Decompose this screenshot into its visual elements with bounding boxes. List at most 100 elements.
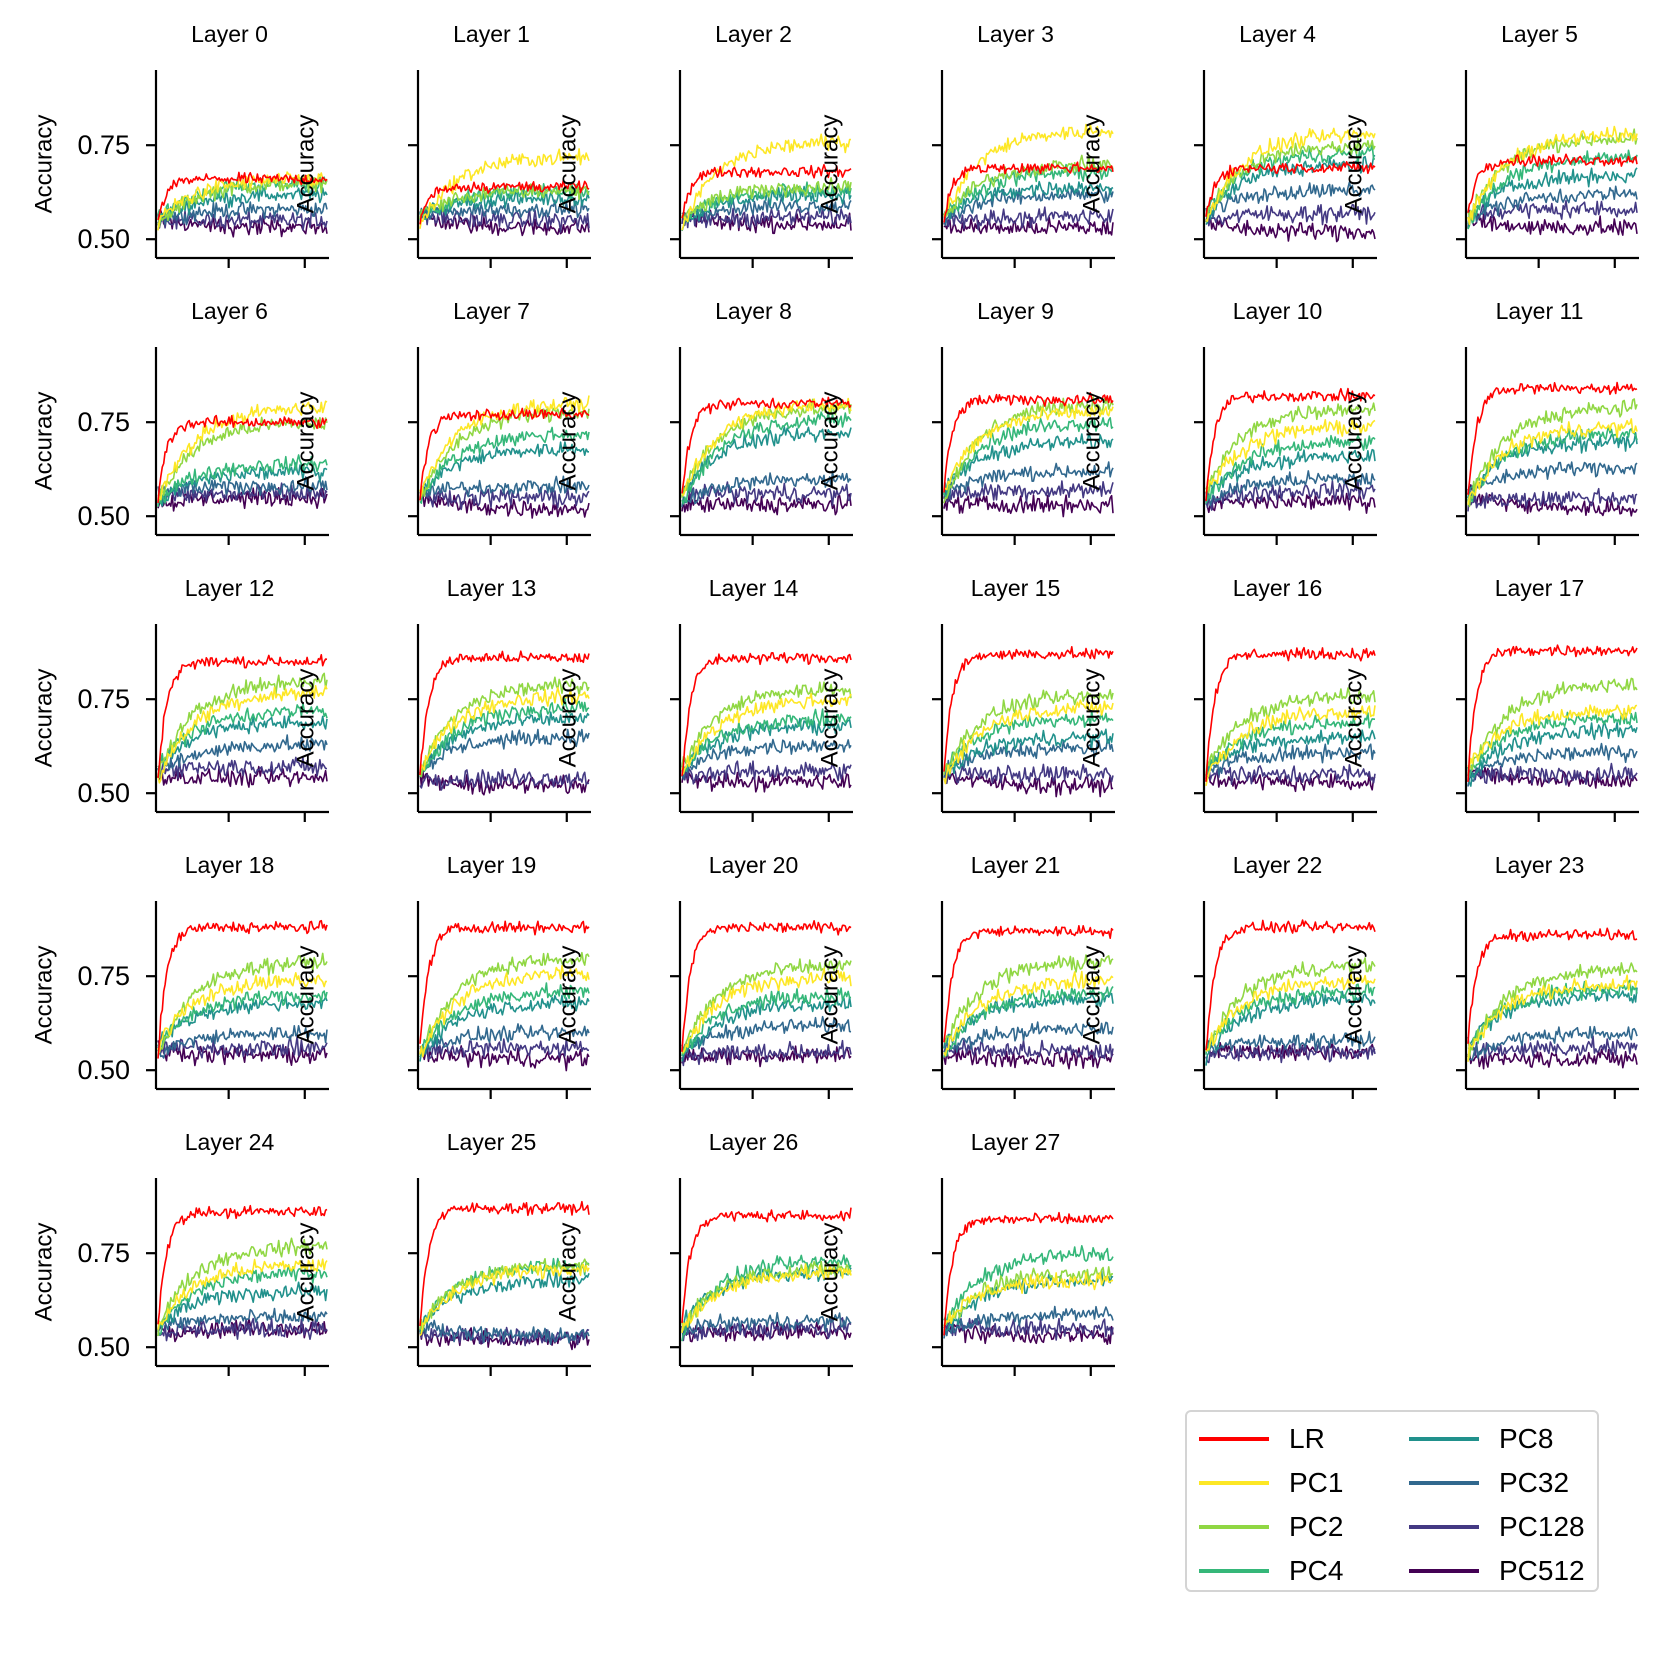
series-line-pc512 (681, 493, 852, 516)
series-line-pc32 (419, 199, 590, 220)
series-line-pc128 (1205, 203, 1376, 227)
series-line-pc4 (681, 987, 852, 1057)
series-line-pc4 (1205, 434, 1376, 504)
series-line-pc8 (157, 462, 328, 507)
series-line-pc32 (943, 461, 1114, 500)
legend-swatch (1199, 1569, 1269, 1573)
y-axis-label: Accuracy (1079, 115, 1106, 214)
y-axis-label: Accuracy (31, 669, 58, 768)
series-line-pc1 (1205, 418, 1376, 493)
series-line-pc8 (943, 432, 1114, 495)
panel-10: Layer 10 Accuracy (1079, 298, 1377, 545)
y-axis-label: Accuracy (293, 669, 320, 768)
series-line-pc128 (943, 480, 1114, 503)
panel-0: Layer 0 Accuracy 0.50 0.75 (31, 21, 329, 268)
panel-16: Layer 16 Accuracy (1079, 575, 1377, 822)
series-line-pc8 (1205, 729, 1376, 774)
series-line-lr (419, 407, 590, 501)
panel-title: Layer 6 (191, 298, 268, 324)
panel-2: Layer 2 Accuracy (555, 21, 853, 268)
series-line-pc128 (1467, 487, 1638, 512)
series-line-pc1 (681, 397, 852, 497)
legend-label: LR (1289, 1423, 1325, 1454)
series-line-pc2 (157, 1237, 328, 1337)
panel-title: Layer 8 (715, 298, 792, 324)
series-line-lr (1205, 161, 1376, 217)
series-line-pc2 (1467, 677, 1638, 774)
series-line-pc512 (1467, 484, 1638, 517)
legend-label: PC128 (1499, 1511, 1585, 1542)
panel-13: Layer 13 Accuracy (293, 575, 591, 822)
panel-title: Layer 21 (971, 852, 1061, 878)
series-line-lr (157, 1204, 328, 1325)
panel-title: Layer 27 (971, 1129, 1061, 1155)
series-line-pc512 (943, 216, 1114, 236)
series-line-pc512 (157, 765, 328, 788)
series-line-pc4 (419, 426, 590, 504)
series-line-pc4 (943, 1245, 1114, 1326)
series-line-pc1 (1205, 972, 1376, 1052)
panel-24: Layer 24 Accuracy 0.50 0.75 (31, 1129, 329, 1376)
panel-title: Layer 14 (709, 575, 799, 601)
series-line-pc512 (157, 210, 328, 238)
series-line-lr (943, 646, 1114, 772)
series-line-pc32 (681, 470, 852, 508)
legend-label: PC2 (1289, 1511, 1344, 1542)
y-axis-label: Accuracy (1079, 669, 1106, 768)
series-line-pc1 (943, 699, 1114, 785)
y-axis-label: Accuracy (31, 115, 58, 214)
series-line-pc2 (1205, 687, 1376, 777)
panel-title: Layer 9 (977, 298, 1054, 324)
series-line-pc32 (681, 1312, 852, 1335)
series-line-pc512 (681, 1045, 852, 1068)
legend-swatch (1199, 1437, 1269, 1441)
series-line-pc128 (157, 756, 328, 779)
series-line-lr (419, 1200, 590, 1326)
panel-title: Layer 12 (185, 575, 275, 601)
legend: LR PC1 PC2 PC4 PC8 PC32 PC128 PC512 (1185, 1410, 1599, 1592)
series-line-pc512 (1205, 214, 1376, 243)
y-tick-label: 0.50 (77, 1332, 130, 1362)
series-line-pc4 (419, 982, 590, 1058)
legend-label: PC4 (1289, 1555, 1344, 1586)
y-tick-label: 0.75 (77, 407, 130, 437)
y-axis-label: Accuracy (817, 392, 844, 491)
series-line-pc512 (943, 772, 1114, 798)
series-line-lr (1467, 153, 1638, 213)
y-axis-label: Accuracy (31, 392, 58, 491)
y-axis-label: Accuracy (1341, 115, 1368, 214)
series-line-pc512 (1467, 766, 1638, 789)
y-tick-label: 0.75 (77, 684, 130, 714)
y-tick-label: 0.75 (77, 1238, 130, 1268)
series-line-pc32 (157, 734, 328, 777)
series-line-pc32 (157, 1307, 328, 1333)
series-line-pc2 (943, 1266, 1113, 1327)
series-line-pc8 (419, 1269, 590, 1332)
series-line-pc2 (943, 154, 1114, 217)
series-line-lr (943, 392, 1114, 493)
series-line-pc8 (1205, 448, 1376, 499)
y-tick-label: 0.50 (77, 778, 130, 808)
y-axis-label: Accuracy (555, 1223, 582, 1322)
y-axis-label: Accuracy (555, 115, 582, 214)
series-line-lr (419, 179, 590, 225)
series-line-pc1 (943, 403, 1114, 491)
panel-5: Layer 5 Accuracy (1341, 21, 1639, 268)
series-line-lr (419, 650, 590, 776)
series-line-pc2 (419, 951, 590, 1055)
series-line-pc128 (419, 206, 590, 233)
series-line-pc4 (943, 986, 1114, 1058)
y-axis-label: Accuracy (31, 1223, 58, 1322)
series-line-pc32 (681, 197, 852, 223)
series-line-pc1 (1467, 974, 1638, 1062)
series-line-pc2 (1205, 957, 1376, 1052)
series-line-lr (157, 654, 328, 778)
series-line-pc128 (943, 206, 1114, 231)
y-tick-label: 0.75 (77, 130, 130, 160)
panel-18: Layer 18 Accuracy 0.50 0.75 (31, 852, 329, 1099)
series-line-pc2 (157, 416, 328, 502)
panel-title: Layer 19 (447, 852, 537, 878)
y-axis-label: Accuracy (1341, 669, 1368, 768)
panel-title: Layer 1 (453, 21, 530, 47)
